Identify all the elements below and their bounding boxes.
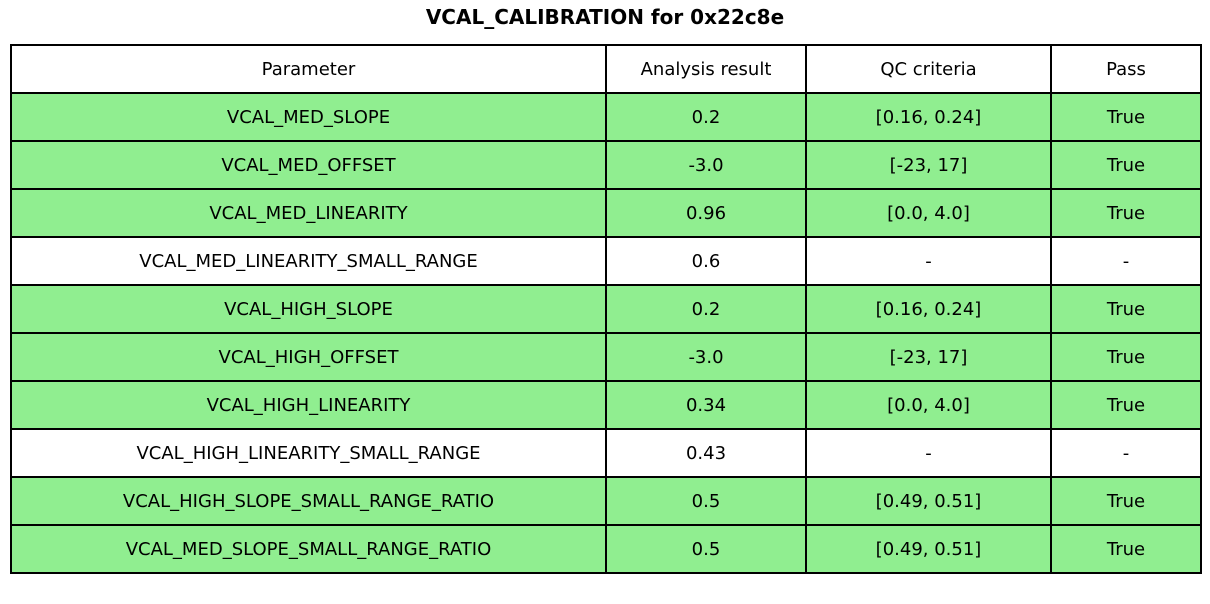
column-header-criteria: QC criteria [805,44,1052,94]
cell-result: 0.2 [605,284,807,334]
cell-result: -3.0 [605,332,807,382]
cell-result: 0.2 [605,92,807,142]
cell-result: 0.43 [605,428,807,478]
table-row: VCAL_MED_LINEARITY 0.96 [0.0, 4.0] True [10,188,1202,238]
cell-parameter: VCAL_MED_LINEARITY [10,188,607,238]
cell-parameter: VCAL_HIGH_SLOPE [10,284,607,334]
cell-parameter: VCAL_HIGH_SLOPE_SMALL_RANGE_RATIO [10,476,607,526]
table-row: VCAL_MED_SLOPE 0.2 [0.16, 0.24] True [10,92,1202,142]
cell-pass: - [1050,236,1202,286]
cell-parameter: VCAL_HIGH_LINEARITY [10,380,607,430]
qc-criteria-table: Parameter Analysis result QC criteria Pa… [10,44,1202,574]
table-row: VCAL_MED_LINEARITY_SMALL_RANGE 0.6 - - [10,236,1202,286]
cell-parameter: VCAL_MED_LINEARITY_SMALL_RANGE [10,236,607,286]
cell-result: 0.5 [605,524,807,574]
cell-pass: True [1050,476,1202,526]
cell-criteria: [0.16, 0.24] [805,284,1052,334]
cell-result: 0.34 [605,380,807,430]
cell-criteria: [0.49, 0.51] [805,524,1052,574]
cell-pass: - [1050,428,1202,478]
cell-criteria: [0.0, 4.0] [805,188,1052,238]
table-row: VCAL_HIGH_SLOPE 0.2 [0.16, 0.24] True [10,284,1202,334]
cell-parameter: VCAL_MED_OFFSET [10,140,607,190]
cell-criteria: [-23, 17] [805,140,1052,190]
cell-result: -3.0 [605,140,807,190]
cell-criteria: [-23, 17] [805,332,1052,382]
cell-pass: True [1050,92,1202,142]
cell-result: 0.96 [605,188,807,238]
cell-criteria: - [805,236,1052,286]
cell-criteria: [0.16, 0.24] [805,92,1052,142]
cell-pass: True [1050,140,1202,190]
cell-pass: True [1050,380,1202,430]
table-row: VCAL_MED_SLOPE_SMALL_RANGE_RATIO 0.5 [0.… [10,524,1202,574]
cell-parameter: VCAL_HIGH_LINEARITY_SMALL_RANGE [10,428,607,478]
column-header-parameter: Parameter [10,44,607,94]
table-row: VCAL_HIGH_SLOPE_SMALL_RANGE_RATIO 0.5 [0… [10,476,1202,526]
column-header-pass: Pass [1050,44,1202,94]
table-header-row: Parameter Analysis result QC criteria Pa… [10,44,1202,94]
cell-parameter: VCAL_HIGH_OFFSET [10,332,607,382]
table-row: VCAL_HIGH_LINEARITY 0.34 [0.0, 4.0] True [10,380,1202,430]
column-header-result: Analysis result [605,44,807,94]
cell-parameter: VCAL_MED_SLOPE [10,92,607,142]
cell-pass: True [1050,284,1202,334]
cell-criteria: - [805,428,1052,478]
cell-pass: True [1050,332,1202,382]
page-title: VCAL_CALIBRATION for 0x22c8e [425,5,785,29]
cell-result: 0.5 [605,476,807,526]
cell-pass: True [1050,524,1202,574]
cell-result: 0.6 [605,236,807,286]
table-row: VCAL_HIGH_OFFSET -3.0 [-23, 17] True [10,332,1202,382]
table-row: VCAL_HIGH_LINEARITY_SMALL_RANGE 0.43 - - [10,428,1202,478]
cell-criteria: [0.0, 4.0] [805,380,1052,430]
cell-parameter: VCAL_MED_SLOPE_SMALL_RANGE_RATIO [10,524,607,574]
table-row: VCAL_MED_OFFSET -3.0 [-23, 17] True [10,140,1202,190]
cell-pass: True [1050,188,1202,238]
cell-criteria: [0.49, 0.51] [805,476,1052,526]
